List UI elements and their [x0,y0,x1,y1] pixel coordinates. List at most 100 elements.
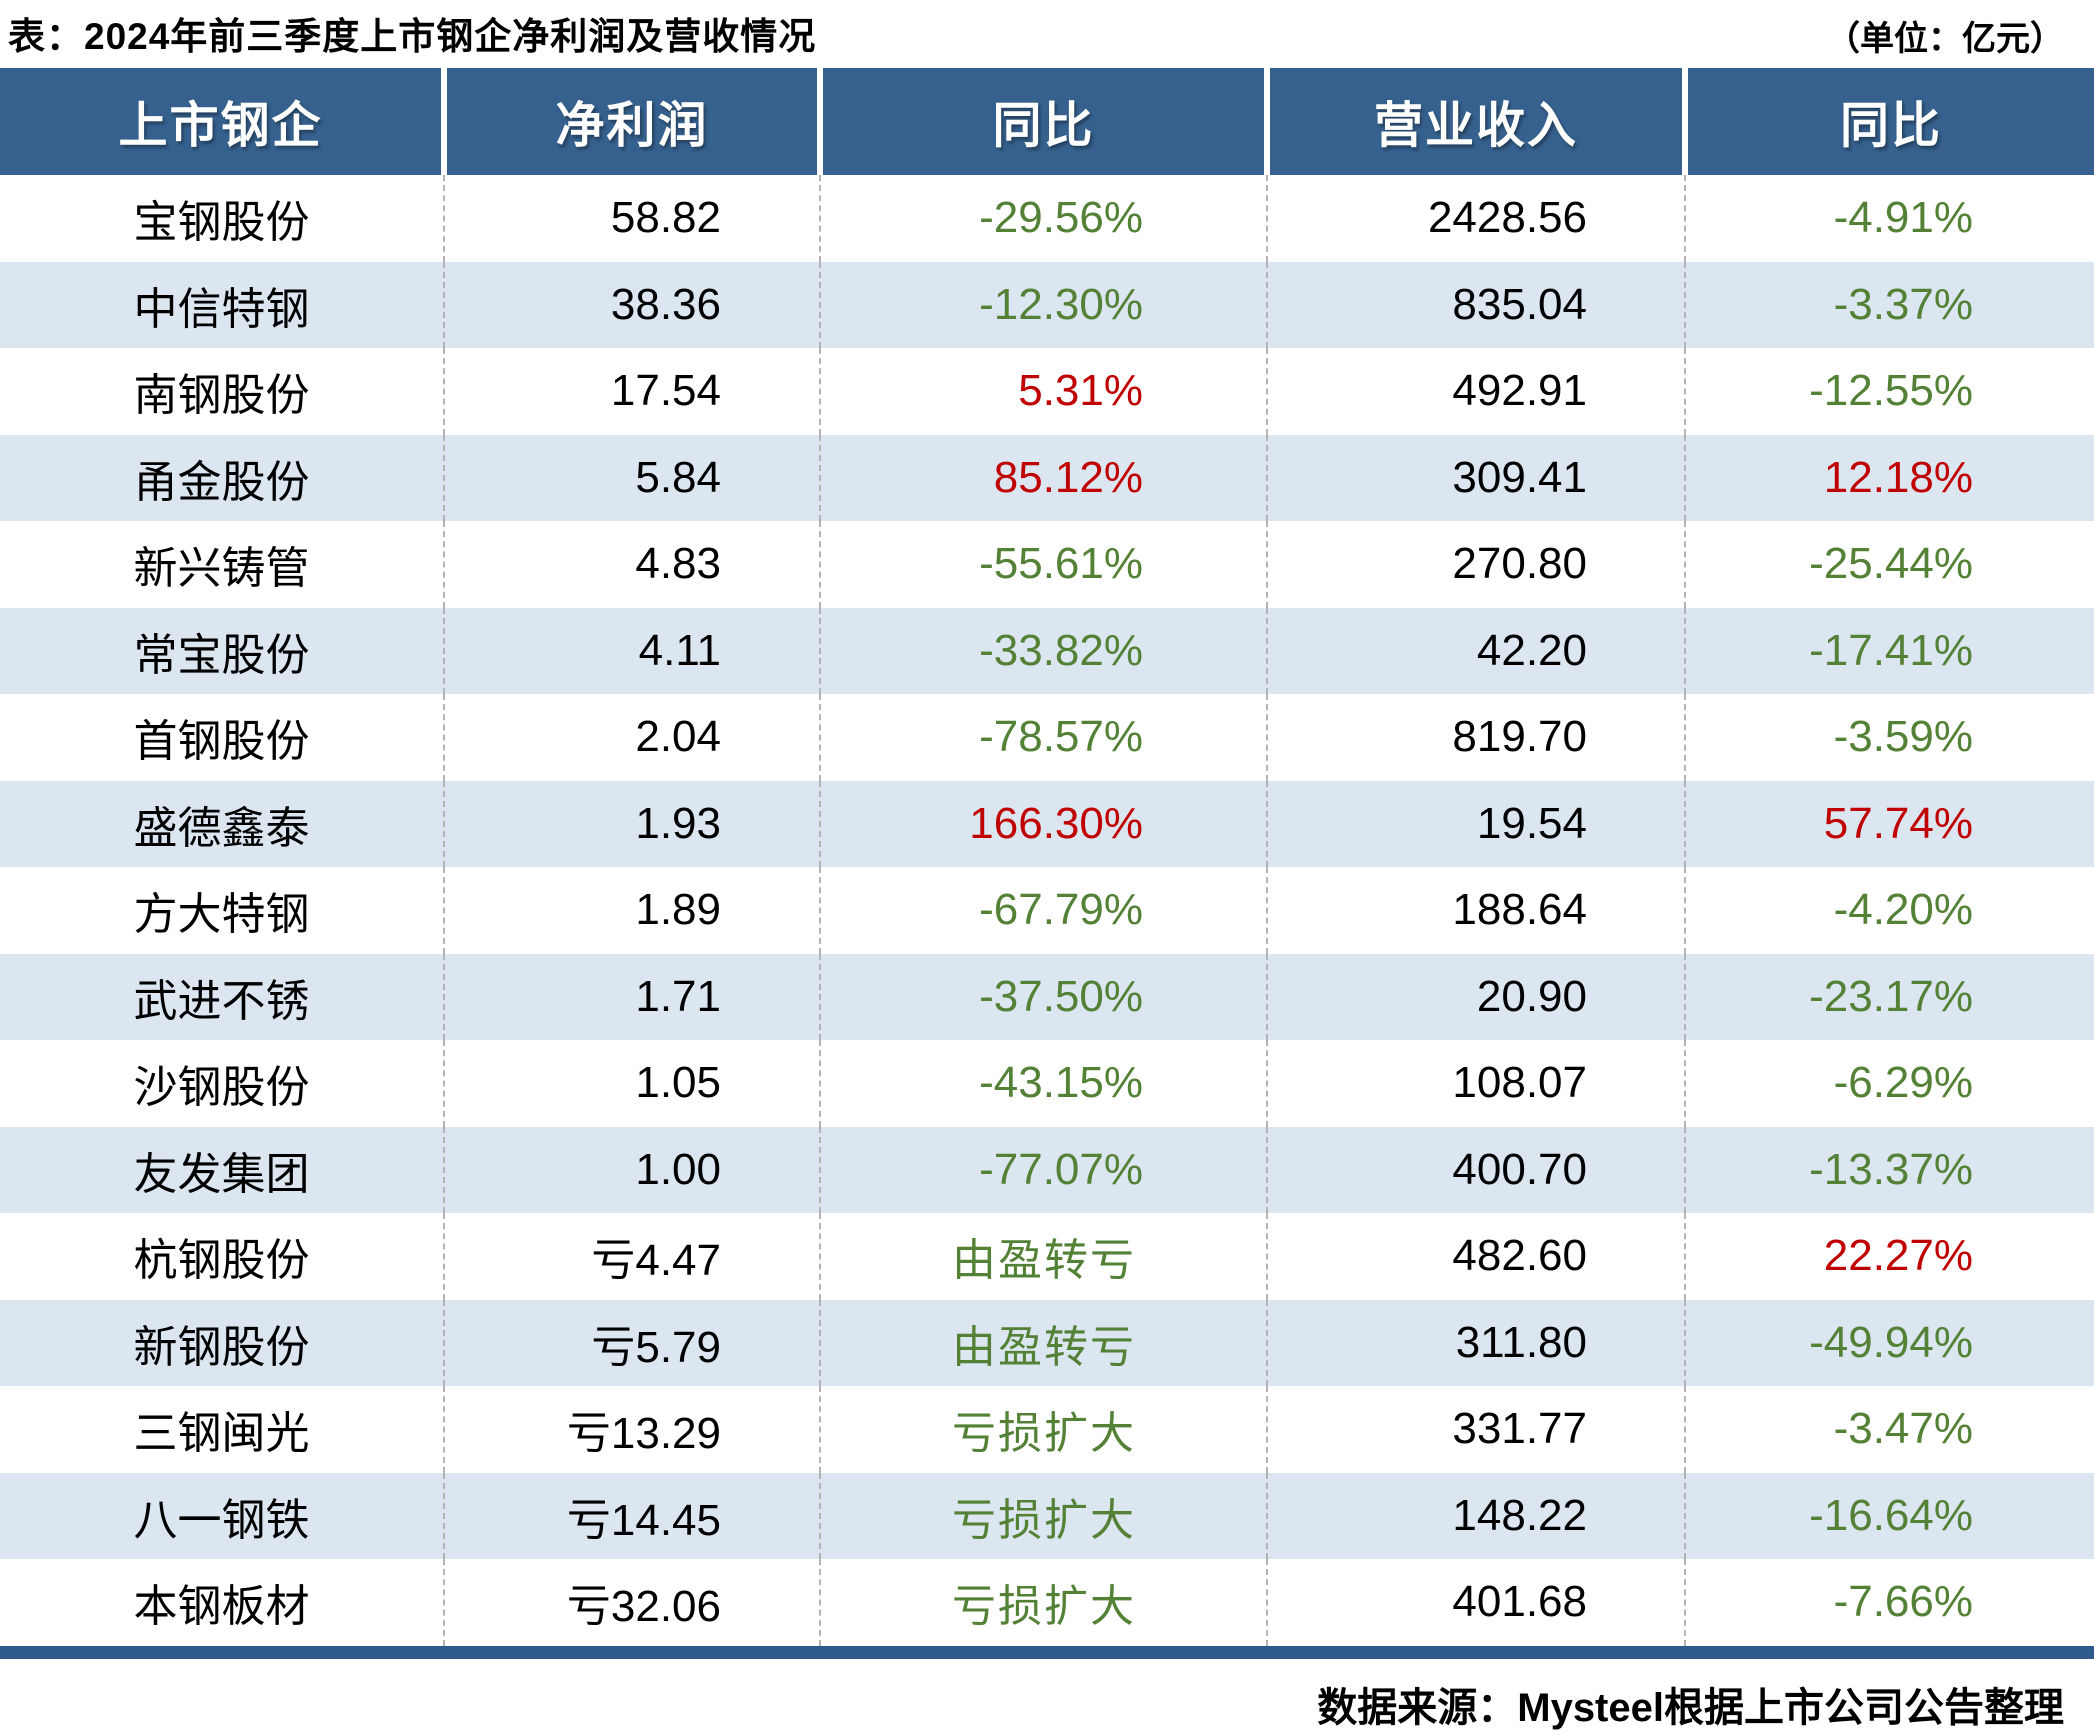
table-row: 盛德鑫泰 1.93 166.30% 19.54 57.74% [0,780,2094,867]
cell-revenue: 19.54 [1266,780,1685,867]
cell-net-profit: 亏14.45 [443,1472,820,1559]
table-row: 方大特钢 1.89 -67.79% 188.64 -4.20% [0,867,2094,954]
table-header: 上市钢企 净利润 同比 营业收入 同比 [0,68,2094,175]
table-row: 甬金股份 5.84 85.12% 309.41 12.18% [0,434,2094,521]
cell-revenue: 482.60 [1266,1213,1685,1300]
cell-revenue-yoy: -12.55% [1684,348,2094,435]
cell-net-profit: 58.82 [443,175,820,262]
header-row: 上市钢企 净利润 同比 营业收入 同比 [0,68,2094,175]
cell-company: 杭钢股份 [133,1236,310,1286]
cell-revenue-yoy: 57.74% [1684,780,2094,867]
cell-revenue: 309.41 [1266,434,1685,521]
cell-revenue-yoy: -3.59% [1684,694,2094,781]
cell-revenue: 2428.56 [1266,175,1685,262]
table-row: 沙钢股份 1.05 -43.15% 108.07 -6.29% [0,1040,2094,1127]
cell-net-profit: 1.93 [443,780,820,867]
cell-net-profit-yoy: 85.12% [819,434,1267,521]
cell-company: 盛德鑫泰 [133,803,310,853]
cell-net-profit: 亏13.29 [443,1386,820,1473]
table-body: 宝钢股份 58.82 -29.56% 2428.56 -4.91% 中信特钢 38.36 -1… [0,175,2094,1646]
cell-net-profit: 2.04 [443,694,820,781]
column-header-net-profit-yoy: 同比 [817,68,1267,175]
cell-revenue: 42.20 [1266,607,1685,694]
cell-company: 中信特钢 [133,284,310,334]
cell-net-profit: 1.05 [443,1040,820,1127]
title-bar: 表：2024年前三季度上市钢企净利润及营收情况 （单位：亿元） [0,0,2094,68]
table-row: 新钢股份 亏5.79 由盈转亏 311.80 -49.94% [0,1299,2094,1386]
cell-revenue: 311.80 [1266,1299,1685,1386]
cell-company: 甬金股份 [133,457,310,507]
cell-net-profit-yoy: 由盈转亏 [819,1299,1267,1386]
cell-company: 新兴铸管 [133,544,310,594]
cell-company: 方大特钢 [133,890,310,940]
cell-net-profit-yoy: -37.50% [819,953,1267,1040]
cell-company: 沙钢股份 [133,1063,310,1113]
cell-revenue-yoy: -7.66% [1684,1559,2094,1646]
table-row: 宝钢股份 58.82 -29.56% 2428.56 -4.91% [0,175,2094,262]
cell-revenue: 492.91 [1266,348,1685,435]
cell-revenue: 270.80 [1266,521,1685,608]
cell-net-profit: 38.36 [443,261,820,348]
source-note: 数据来源：Mysteel根据上市公司公告整理 [1317,1685,2064,1730]
table-row: 本钢板材 亏32.06 亏损扩大 401.68 -7.66% [0,1559,2094,1646]
cell-net-profit: 1.00 [443,1126,820,1213]
cell-revenue-yoy: 22.27% [1684,1213,2094,1300]
cell-revenue-yoy: -25.44% [1684,521,2094,608]
cell-company: 南钢股份 [133,371,310,421]
cell-net-profit: 4.11 [443,607,820,694]
table-row: 首钢股份 2.04 -78.57% 819.70 -3.59% [0,694,2094,781]
cell-revenue-yoy: -3.37% [1684,261,2094,348]
cell-net-profit-yoy: -78.57% [819,694,1267,781]
unit-note: （单位：亿元） [1826,20,2064,58]
table-row: 杭钢股份 亏4.47 由盈转亏 482.60 22.27% [0,1213,2094,1300]
cell-revenue-yoy: -49.94% [1684,1299,2094,1386]
cell-net-profit-yoy: 166.30% [819,780,1267,867]
cell-net-profit: 1.71 [443,953,820,1040]
cell-revenue-yoy: -23.17% [1684,953,2094,1040]
cell-revenue: 108.07 [1266,1040,1685,1127]
table-row: 三钢闽光 亏13.29 亏损扩大 331.77 -3.47% [0,1386,2094,1473]
cell-revenue: 401.68 [1266,1559,1685,1646]
cell-net-profit-yoy: 亏损扩大 [819,1386,1267,1473]
cell-company: 八一钢铁 [133,1495,310,1545]
cell-net-profit: 亏5.79 [443,1299,820,1386]
cell-revenue-yoy: -6.29% [1684,1040,2094,1127]
cell-net-profit-yoy: -29.56% [819,175,1267,262]
cell-net-profit: 4.83 [443,521,820,608]
cell-revenue-yoy: -16.64% [1684,1472,2094,1559]
cell-revenue: 148.22 [1266,1472,1685,1559]
table-row: 武进不锈 1.71 -37.50% 20.90 -23.17% [0,953,2094,1040]
table-row: 中信特钢 38.36 -12.30% 835.04 -3.37% [0,261,2094,348]
column-header-company: 上市钢企 [0,68,444,175]
cell-net-profit-yoy: 5.31% [819,348,1267,435]
cell-net-profit-yoy: -77.07% [819,1126,1267,1213]
column-header-net-profit: 净利润 [441,68,820,175]
cell-net-profit-yoy: -67.79% [819,867,1267,954]
cell-net-profit-yoy: 亏损扩大 [819,1472,1267,1559]
cell-company: 三钢闽光 [133,1409,310,1459]
cell-net-profit: 5.84 [443,434,820,521]
cell-revenue: 331.77 [1266,1386,1685,1473]
cell-company: 武进不锈 [133,976,310,1026]
table-row: 南钢股份 17.54 5.31% 492.91 -12.55% [0,348,2094,435]
cell-company: 宝钢股份 [133,198,310,248]
cell-net-profit: 亏4.47 [443,1213,820,1300]
cell-revenue-yoy: -17.41% [1684,607,2094,694]
cell-revenue-yoy: 12.18% [1684,434,2094,521]
cell-net-profit: 亏32.06 [443,1559,820,1646]
cell-revenue: 835.04 [1266,261,1685,348]
table-row: 八一钢铁 亏14.45 亏损扩大 148.22 -16.64% [0,1472,2094,1559]
cell-net-profit: 1.89 [443,867,820,954]
cell-revenue-yoy: -4.20% [1684,867,2094,954]
cell-revenue: 400.70 [1266,1126,1685,1213]
cell-company: 友发集团 [133,1149,310,1199]
cell-net-profit-yoy: -12.30% [819,261,1267,348]
cell-company: 首钢股份 [133,717,310,767]
cell-company: 新钢股份 [133,1322,310,1372]
cell-revenue-yoy: -13.37% [1684,1126,2094,1213]
cell-revenue: 188.64 [1266,867,1685,954]
steel-companies-table: 上市钢企 净利润 同比 营业收入 同比 宝钢股份 58.82 -29.56% 2428.56-… [0,68,2094,1646]
cell-revenue-yoy: -3.47% [1684,1386,2094,1473]
cell-revenue: 20.90 [1266,953,1685,1040]
cell-net-profit-yoy: 亏损扩大 [819,1559,1267,1646]
